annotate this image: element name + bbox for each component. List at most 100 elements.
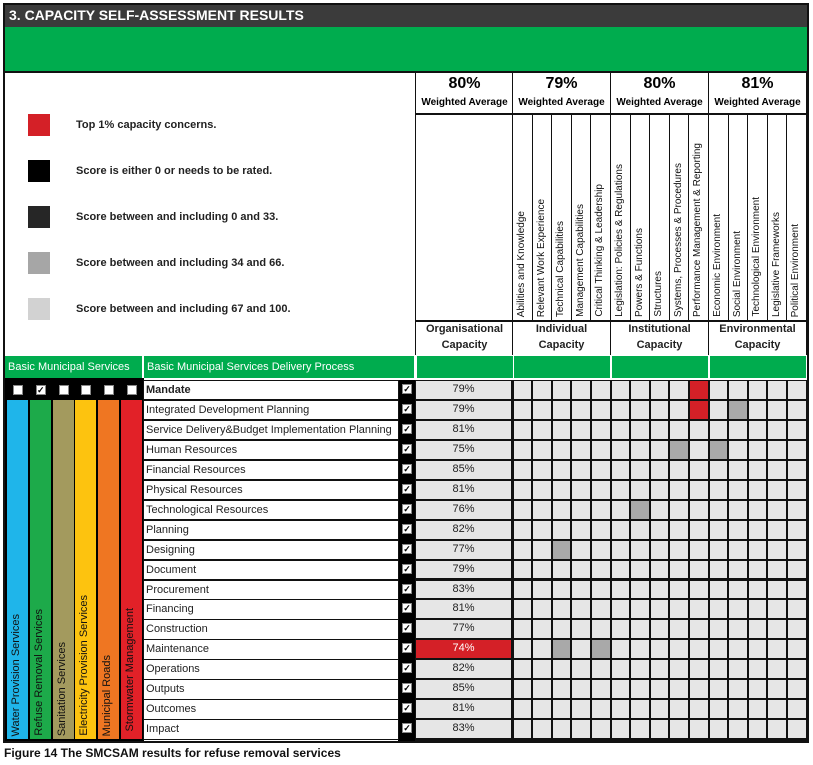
score-cell[interactable] [572, 580, 591, 599]
score-cell[interactable] [513, 600, 532, 619]
score-cell[interactable] [650, 680, 669, 699]
score-cell[interactable] [689, 400, 708, 419]
score-cell[interactable] [513, 500, 532, 519]
score-cell[interactable] [729, 420, 747, 439]
score-cell[interactable] [611, 700, 630, 719]
score-cell[interactable] [552, 500, 571, 519]
process-checkbox[interactable]: ✓ [402, 623, 412, 634]
score-cell[interactable] [591, 420, 610, 439]
score-cell[interactable] [552, 440, 571, 459]
score-cell[interactable] [650, 560, 669, 579]
score-cell[interactable] [650, 500, 669, 519]
score-cell[interactable] [631, 381, 649, 399]
score-cell[interactable] [533, 400, 551, 419]
score-cell[interactable] [533, 640, 551, 659]
score-cell[interactable] [572, 560, 591, 579]
score-cell[interactable] [670, 640, 689, 659]
score-cell[interactable] [748, 381, 767, 399]
score-cell[interactable] [650, 580, 669, 599]
process-checkbox[interactable]: ✓ [402, 583, 412, 594]
score-cell[interactable] [748, 700, 767, 719]
score-cell[interactable] [709, 660, 728, 679]
score-cell[interactable] [787, 580, 806, 599]
score-cell[interactable] [552, 680, 571, 699]
score-cell[interactable] [533, 480, 551, 499]
service-column-3[interactable]: Electricity Provision Services [75, 400, 97, 739]
score-cell[interactable] [533, 440, 551, 459]
score-cell[interactable] [552, 520, 571, 539]
score-cell[interactable] [552, 560, 571, 579]
score-cell[interactable] [689, 460, 708, 479]
process-checkbox[interactable]: ✓ [402, 483, 412, 494]
score-cell[interactable] [533, 520, 551, 539]
score-cell[interactable] [572, 620, 591, 639]
score-cell[interactable] [748, 400, 767, 419]
score-cell[interactable] [611, 520, 630, 539]
score-cell[interactable] [748, 720, 767, 739]
score-cell[interactable] [768, 381, 787, 399]
score-cell[interactable] [729, 620, 747, 639]
score-cell[interactable] [768, 720, 787, 739]
score-cell[interactable] [650, 720, 669, 739]
score-cell[interactable] [670, 381, 689, 399]
score-cell[interactable] [689, 640, 708, 659]
score-cell[interactable] [768, 560, 787, 579]
score-cell[interactable] [513, 420, 532, 439]
score-cell[interactable] [689, 381, 708, 399]
score-cell[interactable] [709, 480, 728, 499]
score-cell[interactable] [533, 680, 551, 699]
score-cell[interactable] [670, 500, 689, 519]
score-cell[interactable] [591, 440, 610, 459]
score-cell[interactable] [572, 700, 591, 719]
score-cell[interactable] [533, 381, 551, 399]
score-cell[interactable] [729, 440, 747, 459]
score-cell[interactable] [670, 700, 689, 719]
process-checkbox[interactable]: ✓ [402, 463, 412, 474]
score-cell[interactable] [729, 381, 747, 399]
score-cell[interactable] [787, 520, 806, 539]
score-cell[interactable] [611, 480, 630, 499]
service-column-1[interactable]: Refuse Removal Services [29, 400, 51, 739]
score-cell[interactable] [513, 580, 532, 599]
score-cell[interactable] [631, 680, 649, 699]
score-cell[interactable] [631, 480, 649, 499]
score-cell[interactable] [611, 620, 630, 639]
score-cell[interactable] [650, 620, 669, 639]
score-cell[interactable] [670, 680, 689, 699]
score-cell[interactable] [533, 660, 551, 679]
score-cell[interactable] [768, 520, 787, 539]
score-cell[interactable] [670, 660, 689, 679]
score-cell[interactable] [631, 640, 649, 659]
score-cell[interactable] [513, 700, 532, 719]
score-cell[interactable] [748, 600, 767, 619]
score-cell[interactable] [611, 560, 630, 579]
score-cell[interactable] [591, 680, 610, 699]
score-cell[interactable] [787, 680, 806, 699]
process-checkbox[interactable]: ✓ [402, 663, 412, 674]
score-cell[interactable] [689, 520, 708, 539]
score-cell[interactable] [552, 620, 571, 639]
score-cell[interactable] [729, 580, 747, 599]
service-column-2[interactable]: Sanitation Services [52, 400, 74, 739]
score-cell[interactable] [591, 660, 610, 679]
score-cell[interactable] [650, 660, 669, 679]
score-cell[interactable] [572, 540, 591, 559]
score-cell[interactable] [787, 381, 806, 399]
score-cell[interactable] [591, 460, 610, 479]
score-cell[interactable] [513, 560, 532, 579]
score-cell[interactable] [768, 460, 787, 479]
score-cell[interactable] [729, 520, 747, 539]
score-cell[interactable] [533, 500, 551, 519]
score-cell[interactable] [513, 520, 532, 539]
score-cell[interactable] [611, 500, 630, 519]
score-cell[interactable] [650, 381, 669, 399]
score-cell[interactable] [533, 700, 551, 719]
score-cell[interactable] [709, 381, 728, 399]
score-cell[interactable] [552, 660, 571, 679]
score-cell[interactable] [650, 640, 669, 659]
score-cell[interactable] [650, 520, 669, 539]
score-cell[interactable] [631, 580, 649, 599]
score-cell[interactable] [670, 420, 689, 439]
score-cell[interactable] [768, 400, 787, 419]
score-cell[interactable] [787, 640, 806, 659]
